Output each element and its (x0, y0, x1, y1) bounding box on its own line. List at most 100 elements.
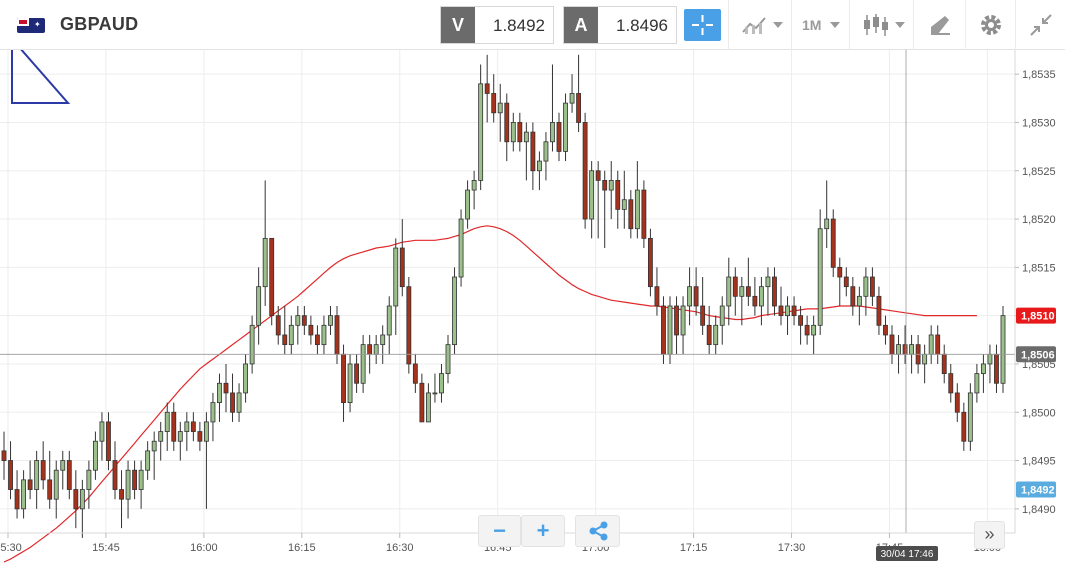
candle[interactable] (654, 267, 660, 316)
candle[interactable] (628, 190, 634, 239)
candle[interactable] (217, 373, 222, 422)
drawing-tools-button[interactable] (913, 0, 965, 50)
candle[interactable] (243, 354, 249, 403)
candle[interactable] (138, 460, 144, 509)
candle[interactable] (301, 305, 307, 335)
candle[interactable] (530, 122, 536, 191)
candle[interactable] (954, 383, 960, 422)
candle[interactable] (504, 93, 510, 162)
candle[interactable] (249, 315, 255, 374)
candle[interactable] (824, 180, 830, 249)
candle[interactable] (994, 344, 999, 393)
candle[interactable] (778, 286, 784, 326)
candle[interactable] (262, 180, 268, 306)
candle[interactable] (341, 344, 346, 422)
candle[interactable] (164, 402, 170, 451)
candle[interactable] (863, 267, 869, 316)
candle[interactable] (700, 277, 706, 335)
candle[interactable] (393, 238, 399, 335)
candle[interactable] (713, 315, 719, 355)
candle[interactable] (112, 441, 118, 500)
candle[interactable] (223, 363, 229, 413)
candle[interactable] (60, 450, 66, 490)
candle[interactable] (210, 392, 216, 442)
candle[interactable] (726, 257, 732, 326)
candle[interactable] (804, 315, 810, 345)
candle[interactable] (275, 305, 281, 345)
candle[interactable] (602, 170, 608, 249)
candle[interactable] (667, 296, 673, 364)
candle[interactable] (621, 170, 627, 229)
candle[interactable] (288, 315, 294, 355)
candle[interactable] (203, 412, 209, 509)
candle[interactable] (347, 354, 353, 413)
candle[interactable] (471, 170, 477, 210)
candle[interactable] (334, 305, 340, 364)
candle[interactable] (419, 373, 425, 423)
candle[interactable] (837, 257, 843, 306)
candle[interactable] (569, 74, 575, 113)
zoom-in-button[interactable]: + (521, 515, 565, 547)
candle[interactable] (967, 383, 973, 451)
candle[interactable] (73, 470, 79, 529)
candle[interactable] (53, 460, 59, 519)
chart-canvas[interactable]: 1,84901,84951,85001,85051,85101,85151,85… (0, 38, 1065, 569)
candle[interactable] (517, 112, 523, 152)
candle[interactable] (883, 315, 888, 345)
crosshair-button[interactable] (684, 9, 721, 41)
candle[interactable] (680, 296, 686, 355)
candle[interactable] (634, 161, 640, 239)
ask-quote-button[interactable]: A 1.8496 (563, 6, 677, 44)
candle[interactable] (151, 431, 157, 480)
candle[interactable] (817, 209, 823, 335)
candle[interactable] (119, 470, 124, 529)
candle[interactable] (928, 325, 934, 364)
triangle-drawing[interactable] (11, 38, 71, 104)
candle[interactable] (589, 161, 595, 239)
candle[interactable] (1000, 305, 1006, 393)
candle[interactable] (595, 161, 601, 239)
candle[interactable] (406, 277, 412, 374)
candle[interactable] (843, 267, 849, 297)
zoom-out-button[interactable]: − (478, 515, 521, 547)
candle[interactable] (314, 325, 320, 355)
candle[interactable] (922, 344, 928, 384)
candle[interactable] (66, 450, 72, 500)
candle[interactable] (556, 112, 562, 162)
candle[interactable] (850, 277, 856, 316)
candle[interactable] (876, 286, 882, 335)
timeframe-dropdown[interactable]: 1M (791, 0, 849, 50)
candle[interactable] (197, 421, 203, 451)
candle[interactable] (380, 325, 386, 364)
candle[interactable] (14, 470, 20, 519)
candle[interactable] (40, 441, 46, 490)
candle[interactable] (465, 180, 471, 229)
candle[interactable] (739, 277, 745, 326)
candle[interactable] (171, 402, 177, 451)
candle[interactable] (772, 267, 777, 316)
candle[interactable] (798, 305, 804, 345)
candle[interactable] (360, 334, 366, 393)
candle[interactable] (856, 286, 862, 326)
candle[interactable] (484, 54, 490, 123)
candle[interactable] (445, 334, 451, 384)
candle[interactable] (830, 209, 836, 278)
candle[interactable] (543, 132, 549, 181)
candle[interactable] (732, 267, 738, 316)
candle[interactable] (674, 296, 679, 355)
candle[interactable] (86, 460, 92, 509)
candle[interactable] (1, 431, 7, 480)
candle[interactable] (99, 412, 105, 461)
candle[interactable] (563, 93, 568, 162)
candle[interactable] (615, 170, 621, 229)
chart-type-button[interactable] (728, 0, 791, 50)
candle[interactable] (230, 373, 235, 422)
candle[interactable] (510, 112, 516, 152)
candle[interactable] (811, 315, 817, 355)
candle[interactable] (719, 296, 725, 345)
candle[interactable] (523, 122, 529, 181)
candle[interactable] (458, 209, 464, 287)
candle[interactable] (321, 315, 327, 355)
share-button[interactable] (575, 515, 620, 547)
candle[interactable] (758, 277, 764, 326)
